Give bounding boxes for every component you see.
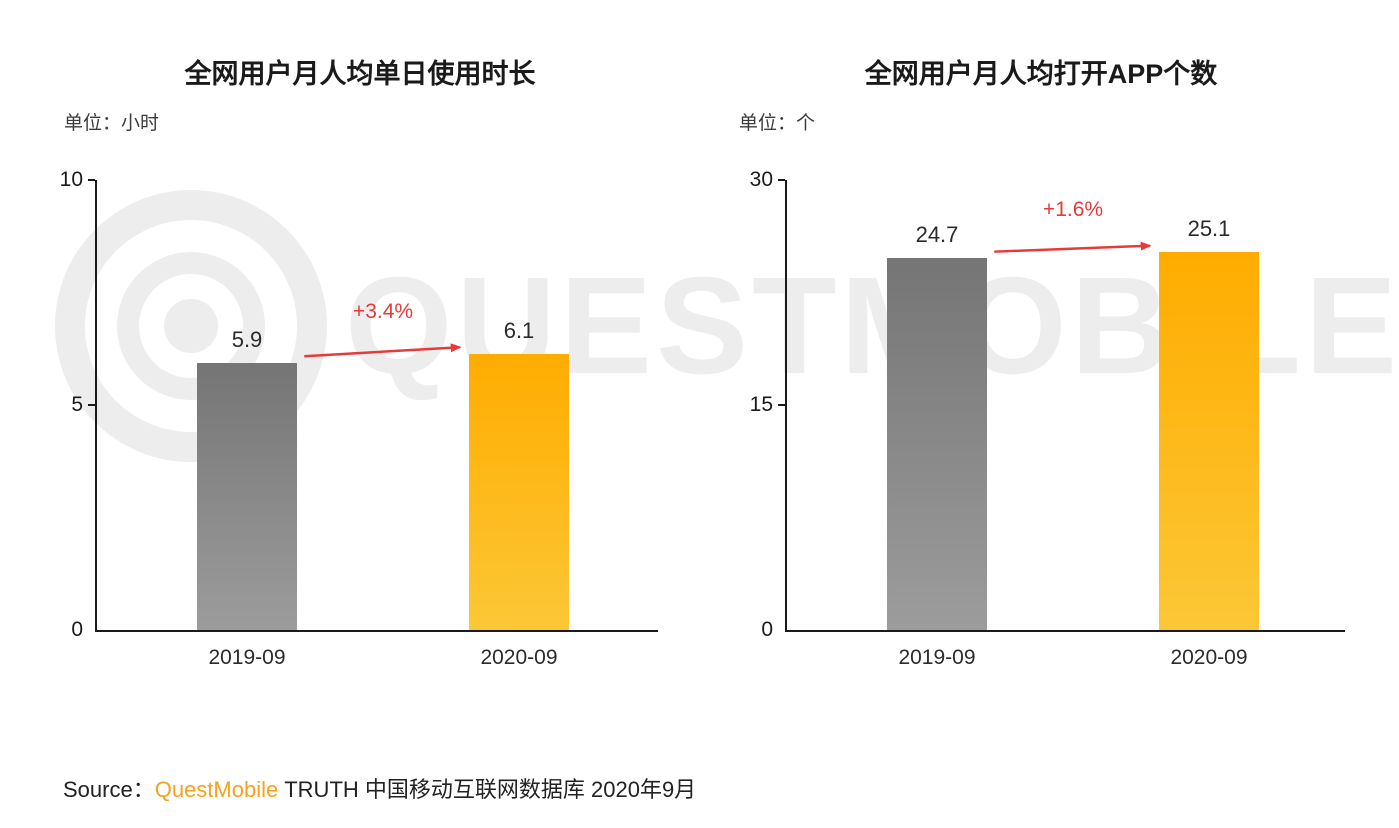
change-percent-label: +1.6%: [1042, 198, 1104, 221]
growth-arrow-icon: [304, 343, 462, 358]
y-tick-label-max: 30: [749, 168, 773, 191]
bar-value-label: 24.7: [915, 222, 959, 247]
source-brand: QuestMobile: [154, 777, 279, 802]
y-tick-mark: [88, 179, 95, 181]
y-tick-label-zero: 0: [761, 618, 773, 641]
y-tick-mark: [88, 404, 95, 406]
change-percent-label: +3.4%: [352, 300, 414, 323]
x-category-label: 2019-09: [898, 646, 976, 669]
x-category-label: 2020-09: [480, 646, 558, 669]
source-rest: TRUTH 中国移动互联网数据库 2020年9月: [284, 777, 697, 802]
growth-arrow-icon: [994, 241, 1152, 253]
y-tick-mark: [778, 179, 785, 181]
bar-2019-09: [887, 258, 987, 630]
chart-title: 全网用户月人均单日使用时长: [184, 59, 536, 89]
bar-2019-09: [197, 363, 297, 630]
plot-area: 30 15 0 24.7 25.1 +1.6% 2019-09 2020-09: [750, 168, 1345, 669]
bar-2020-09: [469, 354, 569, 630]
unit-label: 单位：小时: [64, 113, 160, 134]
y-tick-mark: [778, 404, 785, 406]
plot-area: 10 5 0 5.9 6.1 +3.4% 2019-09 2020-09: [60, 168, 658, 669]
chart-title: 全网用户月人均打开APP个数: [864, 59, 1218, 89]
y-tick-label-max: 10: [59, 168, 83, 191]
y-tick-label-mid: 15: [749, 393, 773, 416]
source-line: Source：QuestMobile TRUTH 中国移动互联网数据库 2020年…: [63, 772, 696, 804]
source-label: Source：: [63, 777, 155, 802]
y-tick-label-zero: 0: [71, 618, 83, 641]
bar-value-label: 25.1: [1187, 216, 1231, 241]
bar-value-label: 5.9: [231, 327, 263, 352]
unit-label: 单位：个: [739, 113, 816, 134]
x-category-label: 2020-09: [1170, 646, 1248, 669]
logo-center-dot: [164, 299, 218, 353]
bar-value-label: 6.1: [503, 318, 535, 343]
x-category-label: 2019-09: [208, 646, 286, 669]
chart-panel-daily-usage-time: 全网用户月人均单日使用时长 单位：小时 10 5 0 5.9 6.1 +3.4%: [60, 40, 660, 720]
chart-panel-apps-opened: 全网用户月人均打开APP个数 单位：个 30 15 0 24.7 25.1 +1…: [735, 40, 1347, 720]
bar-2020-09: [1159, 252, 1259, 630]
questmobile-logo-icon: [55, 190, 327, 462]
y-tick-label-mid: 5: [71, 393, 83, 416]
